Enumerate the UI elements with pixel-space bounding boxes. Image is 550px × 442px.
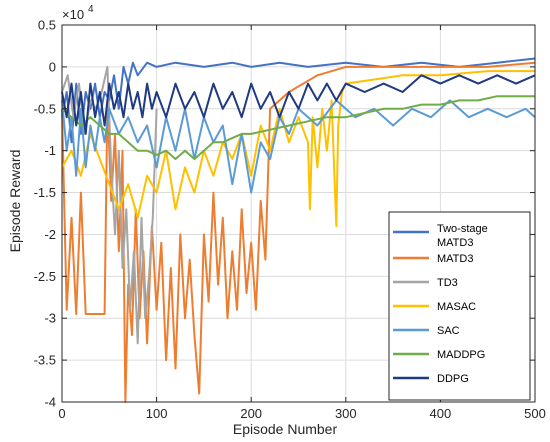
y-tick-label: -2: [44, 227, 56, 242]
x-tick-label: 300: [335, 406, 357, 421]
legend-label: MATD3: [437, 253, 473, 265]
legend-item: Two-stage MATD3: [393, 223, 488, 249]
y-tick-label: 0: [49, 59, 56, 74]
series-line-sac: [61, 99, 536, 194]
legend-label: MATD3: [437, 237, 473, 249]
y-tick-label: -2.5: [34, 269, 56, 284]
legend-item: DDPG: [393, 373, 469, 385]
x-tick-label: 0: [58, 406, 65, 421]
y-tick-label: -1: [44, 143, 56, 158]
y-axis-label: Episode Reward: [7, 150, 23, 253]
series-line-two-stage-matd3: [61, 57, 536, 144]
x-tick-label: 200: [240, 406, 262, 421]
plot-frame: [61, 24, 536, 403]
x-tick-label: 100: [146, 406, 168, 421]
series-line-matd3: [61, 61, 536, 403]
y-tick-label: -3.5: [34, 353, 56, 368]
exponent-power: 4: [88, 4, 94, 15]
legend-item: MADDPG: [393, 349, 485, 361]
y-tick-label: -0.5: [34, 101, 56, 116]
legend-label: DDPG: [437, 373, 469, 385]
legend: Two-stage MATD3 MATD3 TD3 MASAC SAC MADDPG DDPG: [388, 211, 531, 401]
legend-item: TD3: [393, 277, 458, 289]
legend-label: TD3: [437, 277, 458, 289]
series-line-maddpg: [61, 95, 535, 160]
legend-label: SAC: [437, 325, 460, 337]
y-tick-label: -4: [44, 395, 56, 410]
x-axis-label: Episode Number: [233, 421, 338, 437]
legend-label: MASAC: [437, 301, 476, 313]
y-tick-label: -1.5: [34, 185, 56, 200]
y-tick-label: 0.5: [38, 18, 56, 33]
legend-item: MATD3: [393, 253, 473, 265]
legend-item: SAC: [393, 325, 460, 337]
series-line-masac: [61, 70, 535, 228]
x-tick-label: 500: [524, 406, 546, 421]
legend-label: Two-stage: [437, 223, 488, 235]
axis-ticks: 0 100 200 300 400 500 0.5 0 -0.5 -1 -1.5 -2 -2.5 -3 -3…: [34, 18, 546, 422]
exponent-base: ×10: [62, 7, 84, 22]
legend-label: MADDPG: [437, 349, 485, 361]
series-layer: [61, 57, 536, 403]
y-exponent-label: ×10 4: [62, 4, 94, 22]
x-tick-label: 400: [430, 406, 452, 421]
y-tick-label: -3: [44, 311, 56, 326]
legend-item: MASAC: [393, 301, 476, 313]
series-line-ddpg: [61, 74, 536, 135]
